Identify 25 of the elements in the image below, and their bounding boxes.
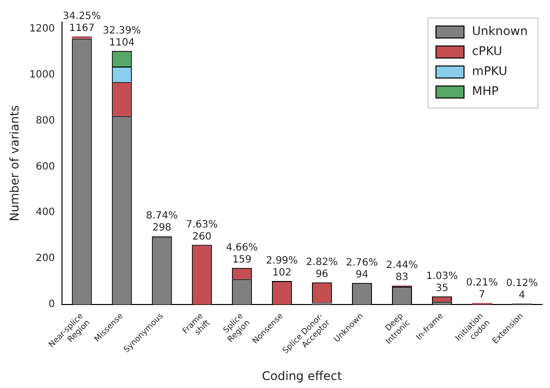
total-label: 34.25% 1167 (62, 11, 101, 34)
y-tick-label: 1000 (29, 69, 55, 80)
total-label: 1.03% 35 (426, 271, 458, 294)
y-axis-title: Number of variants (7, 105, 22, 222)
y-tick-label: 400 (36, 207, 55, 218)
total-label: 0.21% 7 (466, 277, 498, 300)
legend-label: mPKU (472, 64, 508, 78)
y-tick-label: 0 (48, 299, 55, 310)
total-label: 2.82% 96 (306, 256, 338, 280)
x-axis-title: Coding effect (262, 368, 342, 383)
y-tick-label: 800 (36, 115, 55, 126)
total-label: 8.74% 298 (146, 210, 178, 234)
total-label: 32.39% 1104 (102, 26, 141, 49)
total-label: 2.76% 94 (346, 257, 378, 280)
total-label: 2.99% 102 (266, 256, 298, 279)
y-tick-label: 200 (36, 253, 55, 264)
y-tick-label: 1200 (29, 23, 55, 34)
total-label: 7.63% 260 (186, 219, 218, 242)
total-label: 0.12% 4 (506, 278, 538, 302)
legend-label: cPKU (472, 44, 502, 58)
total-label: 4.66% 159 (226, 242, 258, 266)
y-tick-label: 600 (36, 161, 55, 172)
legend-label: Unknown (472, 24, 528, 38)
legend-label: MHP (472, 84, 499, 98)
total-label: 2.44% 83 (386, 260, 418, 283)
